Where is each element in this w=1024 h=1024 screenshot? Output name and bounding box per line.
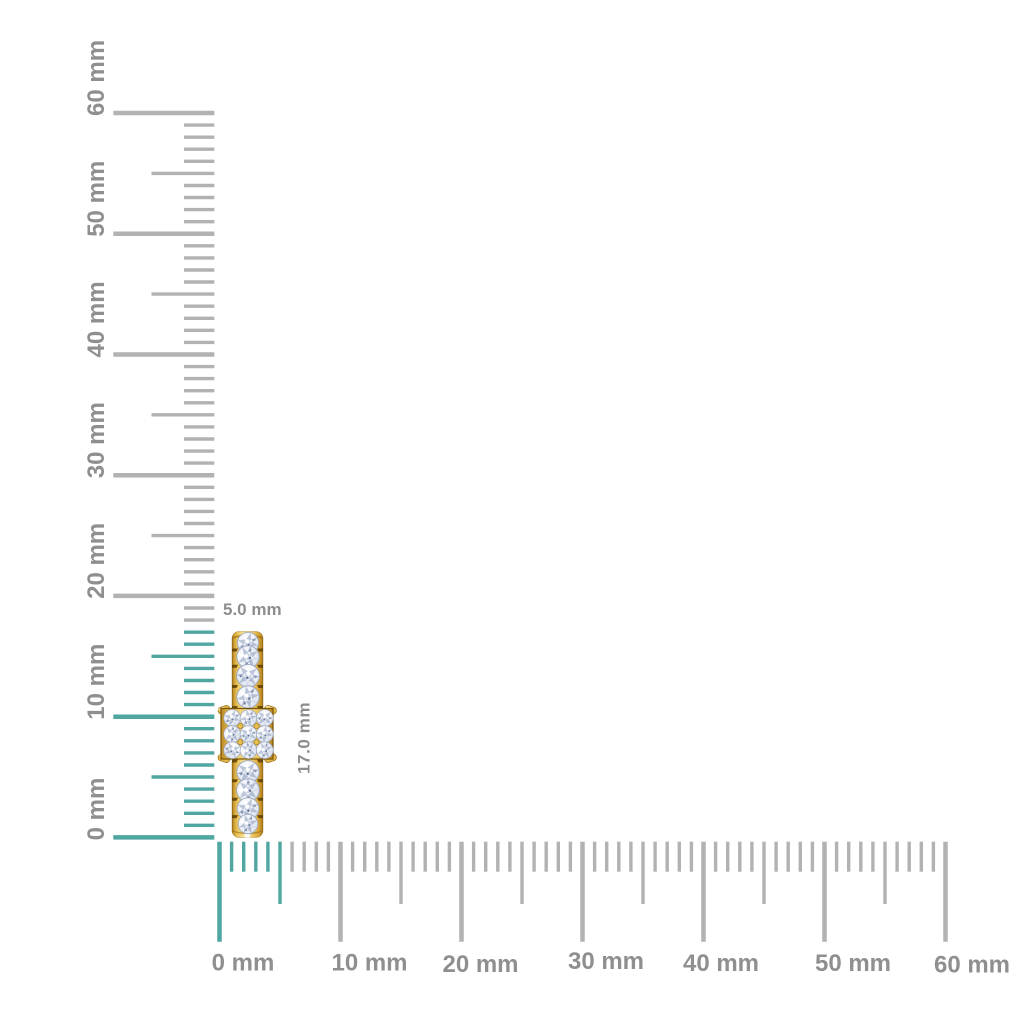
svg-text:30 mm: 30 mm xyxy=(568,948,644,975)
svg-text:60 mm: 60 mm xyxy=(83,40,110,116)
svg-text:10 mm: 10 mm xyxy=(83,644,110,720)
svg-text:17.0 mm: 17.0 mm xyxy=(295,702,314,774)
svg-text:60 mm: 60 mm xyxy=(934,952,1010,979)
svg-text:20 mm: 20 mm xyxy=(442,951,518,978)
svg-text:10 mm: 10 mm xyxy=(331,950,407,977)
svg-text:30 mm: 30 mm xyxy=(83,402,110,478)
svg-text:50 mm: 50 mm xyxy=(815,950,891,977)
svg-text:40 mm: 40 mm xyxy=(683,950,759,977)
svg-text:50 mm: 50 mm xyxy=(83,161,110,237)
svg-text:0 mm: 0 mm xyxy=(212,950,275,977)
svg-text:20 mm: 20 mm xyxy=(83,523,110,599)
svg-text:5.0 mm: 5.0 mm xyxy=(223,600,282,619)
svg-text:0 mm: 0 mm xyxy=(83,778,110,841)
svg-text:40 mm: 40 mm xyxy=(83,281,110,357)
